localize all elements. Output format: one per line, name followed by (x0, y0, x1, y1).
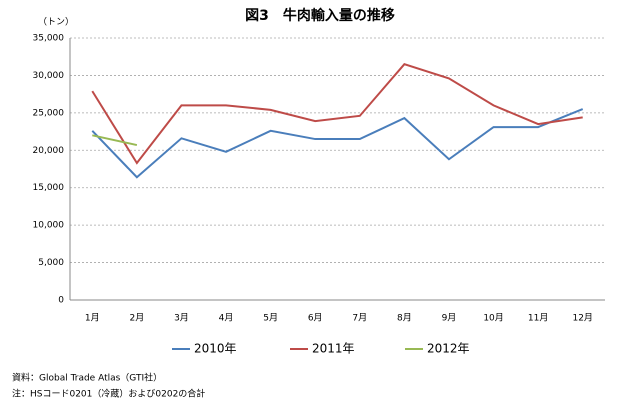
y-axis-label: （トン） (38, 17, 74, 28)
y-tick-label: 30,000 (33, 71, 65, 81)
x-tick-label: 12月 (572, 313, 592, 324)
legend-label: 2010年 (194, 342, 237, 356)
x-tick-label: 3月 (174, 313, 189, 324)
legend-label: 2011年 (312, 342, 355, 356)
y-tick-label: 25,000 (33, 108, 65, 118)
y-tick-label: 20,000 (33, 146, 65, 156)
y-tick-label: 10,000 (33, 221, 65, 231)
x-tick-label: 8月 (397, 313, 412, 324)
series-line (91, 63, 583, 165)
x-tick-label: 1月 (85, 313, 100, 324)
series-line (92, 134, 138, 147)
y-tick-label: 15,000 (33, 183, 65, 193)
y-tick-label: 5,000 (38, 258, 64, 268)
x-tick-label: 2月 (130, 313, 145, 324)
x-tick-label: 5月 (263, 313, 278, 324)
y-tick-label: 35,000 (33, 34, 65, 44)
x-tick-label: 4月 (219, 313, 234, 324)
y-tick-label: 0 (58, 296, 64, 306)
x-tick-label: 9月 (442, 313, 457, 324)
x-tick-label: 7月 (352, 313, 367, 324)
legend-label: 2012年 (427, 342, 470, 356)
x-tick-label: 10月 (483, 313, 503, 324)
note: 資料：Global Trade Atlas（GTI社） (12, 372, 162, 384)
series-line (91, 108, 584, 179)
chart-title: 図3 牛肉輸入量の推移 (245, 7, 395, 24)
note: 注：HSコード0201（冷蔵）および0202の合計 (12, 388, 205, 400)
x-tick-label: 11月 (528, 313, 548, 324)
x-tick-label: 6月 (308, 313, 323, 324)
